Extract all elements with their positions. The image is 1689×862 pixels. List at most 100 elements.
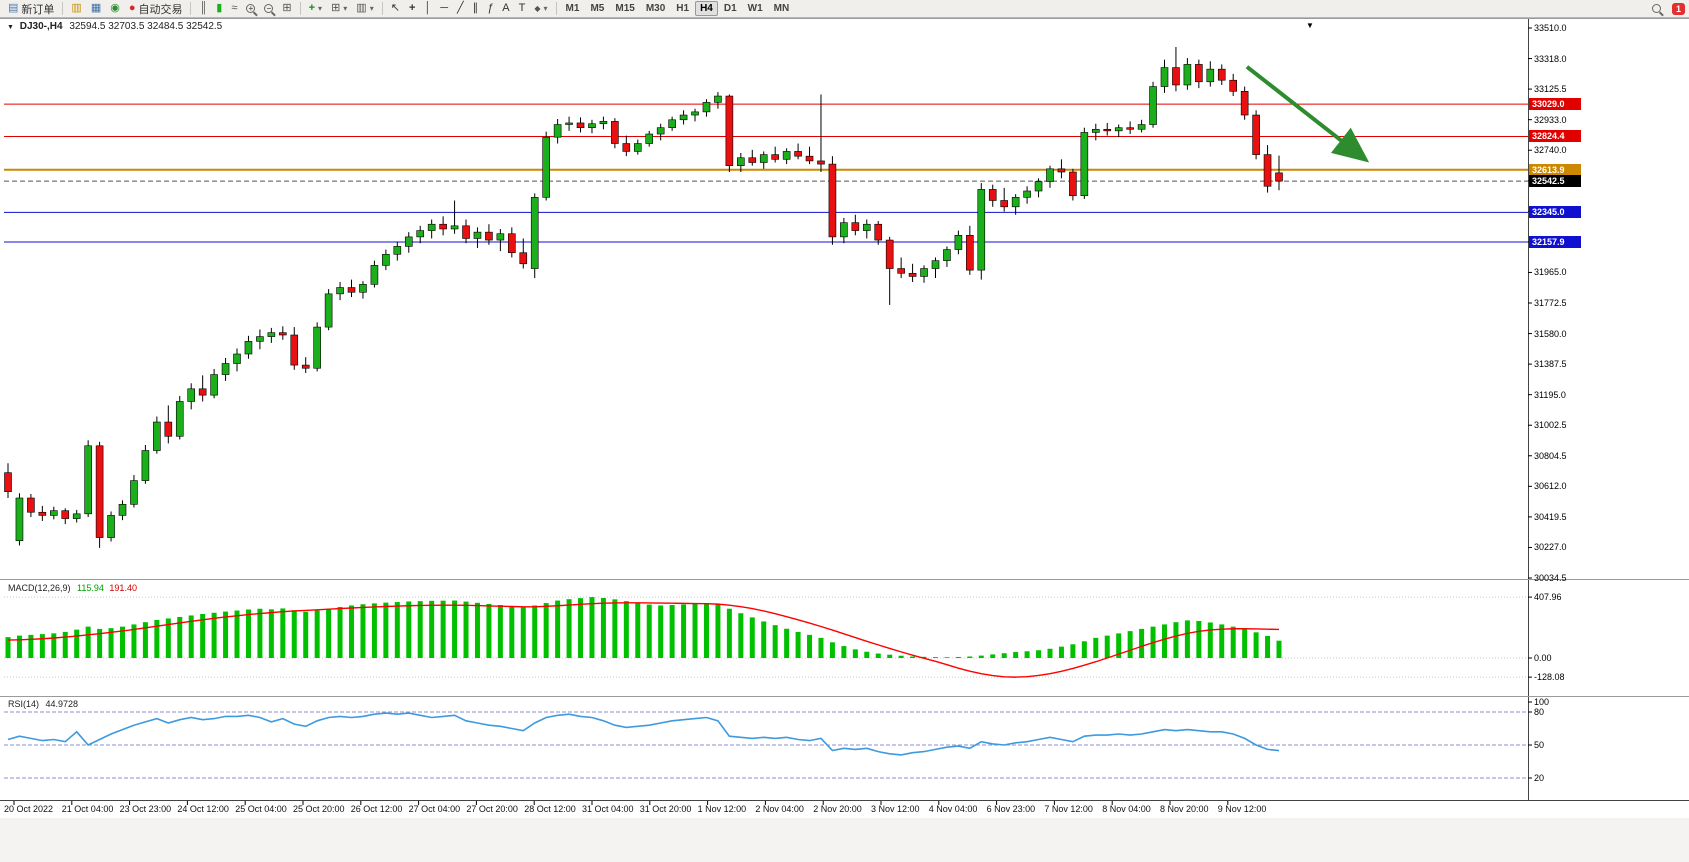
indicators-button[interactable]: + ▾	[305, 1, 326, 17]
zoom-in-icon: +	[246, 4, 256, 13]
search-icon	[1651, 4, 1661, 13]
bar-chart-button[interactable]: ║	[195, 1, 211, 17]
price-axis-label: 30612.0	[1534, 481, 1567, 492]
timeframe-m15-button[interactable]: M15	[615, 3, 635, 14]
vertical-line-tool-button[interactable]: │	[420, 1, 435, 17]
search-button[interactable]	[1648, 1, 1665, 17]
bar-chart-icon: ║	[199, 2, 208, 14]
vertical-line-icon: │	[424, 2, 432, 14]
time-axis-label: 2 Nov 04:00	[755, 804, 804, 814]
time-axis-label: 1 Nov 12:00	[697, 804, 747, 814]
timeframe-h4-button[interactable]: H4	[695, 1, 718, 16]
macd-axis-label: -128.08	[1534, 672, 1565, 683]
trendline-icon: ╱	[457, 2, 464, 14]
rsi-axis-label: 80	[1534, 707, 1545, 717]
notification-badge[interactable]: 1	[1671, 2, 1685, 15]
macd-label: MACD(12,26,9) 115.94 191.40	[8, 583, 137, 593]
label-icon: T	[518, 2, 526, 14]
templates-button[interactable]: ▥ ▾	[352, 1, 377, 17]
price-line-label: 33029.0	[1529, 98, 1581, 111]
cursor-icon: ↖	[390, 2, 400, 14]
price-axis-label: 30804.5	[1534, 450, 1567, 461]
market-watch-icon: ▦	[90, 2, 102, 14]
channel-icon: ∥	[472, 2, 479, 14]
shapes-icon: ◆	[534, 3, 541, 13]
shapes-tool-button[interactable]: ◆ ▾	[530, 1, 551, 17]
time-axis-label: 8 Nov 20:00	[1160, 804, 1209, 814]
time-axis-label: 31 Oct 04:00	[582, 804, 634, 814]
cursor-tool-button[interactable]: ↖	[387, 1, 404, 17]
price-axis-label: 33510.0	[1534, 23, 1567, 33]
channel-tool-button[interactable]: ∥	[469, 1, 483, 17]
rsi-name: RSI(14)	[8, 699, 40, 709]
autotrading-icon: ●	[128, 2, 136, 14]
periods-button[interactable]: ⊞ ▾	[327, 1, 351, 17]
trendline-tool-button[interactable]: ╱	[453, 1, 468, 17]
price-axis-label: 30419.5	[1534, 511, 1567, 522]
chevron-down-icon: ▾	[318, 3, 323, 13]
tile-windows-icon: ⊞	[282, 2, 292, 14]
current-price-label: 32542.5	[1529, 175, 1581, 188]
time-axis-label: 24 Oct 12:00	[177, 804, 229, 814]
timeframe-m1-button[interactable]: M1	[565, 3, 580, 14]
time-axis-label: 7 Nov 12:00	[1044, 804, 1093, 814]
time-axis-label: 23 Oct 23:00	[119, 804, 172, 814]
rsi-value: 44.9728	[45, 699, 79, 709]
time-axis-label: 31 Oct 20:00	[639, 804, 692, 814]
line-chart-button[interactable]: ≈	[227, 1, 241, 17]
symbol-dropdown-icon[interactable]: ▼	[7, 24, 14, 31]
time-axis-label: 28 Oct 12:00	[524, 804, 576, 814]
navigator-button[interactable]: ◉	[106, 1, 124, 17]
time-axis-label: 26 Oct 12:00	[350, 804, 403, 814]
label-tool-button[interactable]: T	[515, 1, 530, 17]
fibonacci-tool-button[interactable]: ƒ	[483, 1, 497, 17]
time-axis-label: 8 Nov 04:00	[1102, 804, 1151, 814]
time-axis-label: 21 Oct 04:00	[61, 804, 114, 814]
timeframe-d1-button[interactable]: D1	[723, 3, 737, 14]
timeframe-h1-button[interactable]: H1	[676, 3, 690, 14]
price-axis-label: 30034.5	[1534, 573, 1567, 583]
price-axis-label: 33318.0	[1534, 53, 1567, 64]
chart-ohlc: 32594.5 32703.5 32484.5 32542.5	[69, 21, 223, 32]
timeframe-mn-button[interactable]: MN	[773, 3, 790, 14]
timeframe-w1-button[interactable]: W1	[747, 3, 763, 14]
price-axis-label: 31580.0	[1534, 328, 1567, 339]
chart-profile-button[interactable]: ▥	[67, 1, 85, 17]
macd-axis-label: 407.96	[1534, 592, 1562, 603]
chevron-down-icon: ▾	[543, 3, 548, 13]
rsi-axis-label: 100	[1534, 697, 1550, 707]
toolbar: ▤ 新订单 ▥ ▦ ◉ ● 自动交易 ║ ▮ ≈ + − ⊞ + ▾ ⊞ ▾ ▥	[0, 0, 1689, 18]
horizontal-line-tool-button[interactable]: ─	[436, 1, 452, 17]
time-axis-label: 25 Oct 04:00	[235, 804, 287, 814]
autotrading-button[interactable]: ● 自动交易	[125, 1, 187, 17]
tile-windows-button[interactable]: ⊞	[278, 1, 295, 17]
new-order-button[interactable]: ▤ 新订单	[4, 1, 58, 17]
macd-name: MACD(12,26,9)	[8, 583, 71, 593]
time-axis-label: 27 Oct 20:00	[466, 804, 518, 814]
zoom-in-button[interactable]: +	[242, 1, 259, 17]
zoom-out-button[interactable]: −	[260, 1, 277, 17]
chart-shift-marker-icon[interactable]: ▼	[1306, 21, 1314, 30]
chart-profile-icon: ▥	[71, 2, 82, 14]
market-watch-button[interactable]: ▦	[87, 1, 105, 17]
toolbar-separator	[62, 2, 64, 15]
timeframe-m5-button[interactable]: M5	[590, 3, 605, 14]
new-order-label: 新订单	[21, 3, 55, 16]
text-icon: A	[502, 2, 510, 14]
timeframe-m30-button[interactable]: M30	[645, 3, 666, 14]
time-axis-label: 20 Oct 2022	[4, 804, 54, 814]
text-tool-button[interactable]: A	[498, 1, 513, 17]
rsi-axis-label: 20	[1534, 773, 1545, 783]
macd-axis-label: 0.00	[1534, 653, 1552, 663]
candlestick-chart-button[interactable]: ▮	[212, 1, 226, 17]
toolbar-separator	[299, 2, 301, 15]
periods-icon: ⊞	[331, 2, 341, 14]
crosshair-tool-button[interactable]: +	[405, 1, 419, 17]
zoom-out-icon: −	[264, 4, 274, 13]
fibonacci-icon: ƒ	[487, 2, 494, 14]
toolbar-separator	[190, 2, 192, 15]
chart-symbol-period: DJ30-,H4	[19, 21, 63, 32]
price-axis-label: 32933.0	[1534, 114, 1567, 125]
price-line-label: 32824.4	[1529, 130, 1581, 143]
